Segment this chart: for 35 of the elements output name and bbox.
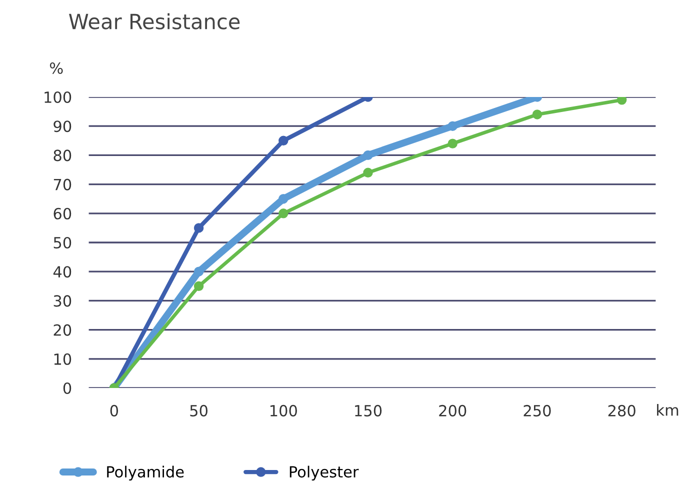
x-tick-label: 100	[270, 404, 297, 416]
y-tick-label: 70	[54, 178, 72, 190]
x-tick-label: 250	[524, 404, 551, 416]
legend-label: Polyester	[290, 466, 359, 481]
point	[278, 136, 288, 146]
point	[363, 150, 373, 160]
y-tick-label: 40	[53, 266, 72, 278]
x-tick-label: 200	[439, 404, 466, 416]
y-tick-label: 20	[54, 324, 72, 336]
y-tick-label: 50	[54, 236, 72, 249]
point	[532, 110, 542, 120]
y-tick-label: 80	[54, 150, 72, 162]
x-axis-title: km	[657, 404, 678, 416]
y-tick-label: 10	[54, 353, 72, 365]
y-axis-title: %	[50, 62, 63, 74]
y-tick-label: 60	[54, 208, 72, 220]
y-tick-label: 90	[54, 120, 72, 132]
y-tick-label: 30	[54, 295, 72, 307]
point	[194, 266, 204, 276]
point	[616, 97, 627, 105]
x-tick-label: 150	[355, 404, 382, 416]
point	[363, 168, 373, 178]
point	[278, 194, 288, 204]
x-tick-label: 50	[190, 404, 208, 416]
point	[194, 281, 204, 292]
y-tick-label: 0	[63, 382, 72, 394]
point	[194, 223, 204, 233]
x-tick-label: 0	[110, 404, 118, 416]
legend-label: Polyamide	[107, 466, 184, 481]
point	[448, 138, 458, 148]
point	[448, 121, 458, 131]
chart-title: Wear Resistance	[68, 13, 240, 30]
y-tick-label: 100	[44, 91, 72, 104]
x-tick-label: 280	[608, 404, 636, 416]
point	[278, 208, 288, 218]
